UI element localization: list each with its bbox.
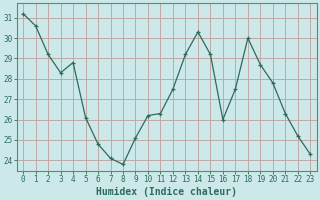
X-axis label: Humidex (Indice chaleur): Humidex (Indice chaleur)	[96, 186, 237, 197]
